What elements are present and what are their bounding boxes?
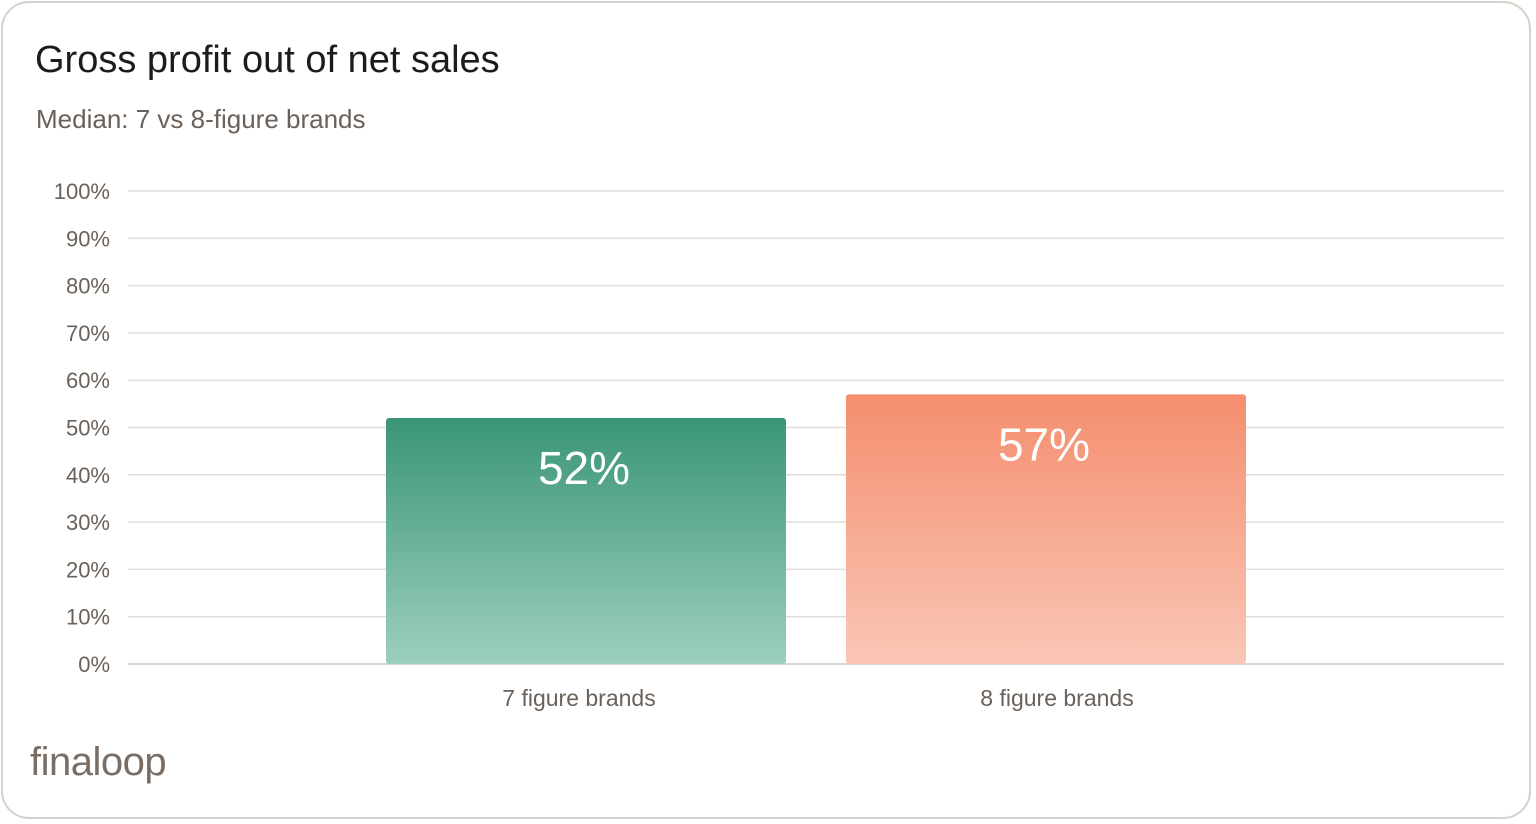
bar-2	[846, 394, 1246, 664]
x-axis-labels: 7 figure brands 8 figure brands	[502, 685, 1133, 711]
y-tick-label: 10%	[66, 605, 110, 630]
finaloop-logo: finaloop	[30, 740, 167, 785]
logo-text: finaloop	[30, 740, 167, 784]
y-tick-label: 70%	[66, 321, 110, 346]
y-tick-label: 0%	[78, 652, 110, 677]
y-tick-label: 80%	[66, 274, 110, 299]
y-tick-label: 30%	[66, 510, 110, 535]
bars: 52% 57%	[386, 394, 1246, 664]
y-tick-label: 90%	[66, 226, 110, 251]
chart-subtitle: Median: 7 vs 8-figure brands	[36, 104, 366, 134]
bar-value-label: 52%	[538, 442, 630, 494]
grid-lines	[128, 190, 1504, 665]
y-tick-label: 20%	[66, 557, 110, 582]
y-axis-ticks: 0% 10% 20% 30% 40% 50% 60% 70% 80% 90% 100%	[54, 179, 110, 677]
y-tick-label: 100%	[54, 179, 110, 204]
x-category-label: 8 figure brands	[980, 685, 1133, 711]
y-tick-label: 40%	[66, 463, 110, 488]
y-tick-label: 50%	[66, 416, 110, 441]
bar-1	[386, 418, 786, 664]
x-category-label: 7 figure brands	[502, 685, 655, 711]
bar-value-label: 57%	[998, 418, 1090, 470]
y-tick-label: 60%	[66, 368, 110, 393]
chart-title: Gross profit out of net sales	[35, 39, 500, 81]
